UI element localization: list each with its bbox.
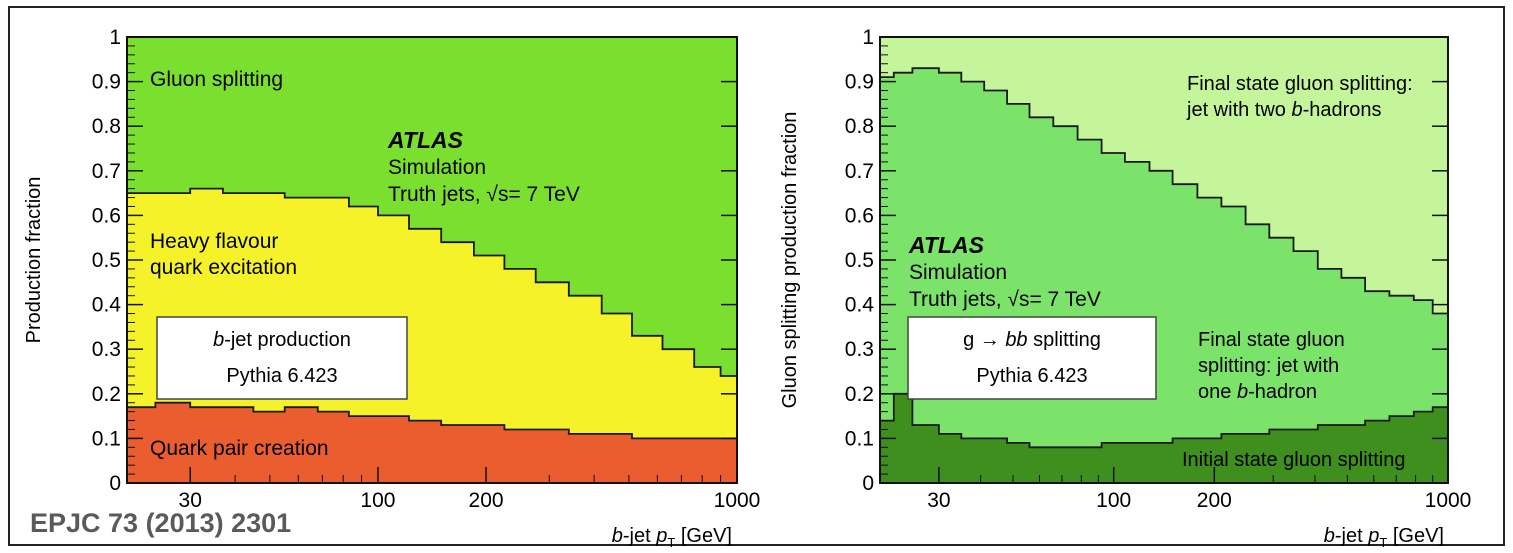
left-y-tick-label: 0.4 <box>92 294 122 317</box>
right-box-line-1: g → bb splitting <box>963 329 1101 351</box>
left-x-tick-label: 200 <box>469 489 504 512</box>
label-two-b-hadrons-2: jet with two b-hadrons <box>1186 99 1382 121</box>
left-info-box <box>156 316 408 400</box>
right-energy: = 7 TeV <box>1029 288 1100 311</box>
left-simulation-label: Simulation <box>388 156 486 179</box>
left-region-quark-pair-creation <box>127 402 737 483</box>
right-region-final-state-gluon-splitting-jet-with-two-b-hadrons <box>880 37 1448 314</box>
right-box-line-2: Pythia 6.423 <box>976 365 1087 387</box>
right-y-tick-label: 0.1 <box>845 427 874 450</box>
left-atlas-label: ATLAS <box>387 127 464 153</box>
left-y-tick-label: 0.9 <box>92 71 121 94</box>
right-y-tick-label: 0.2 <box>845 383 874 406</box>
right-xlabel-unit: [GeV] <box>1387 525 1444 547</box>
left-box-line-1: b-jet production <box>213 329 351 351</box>
left-y-tick-label: 0 <box>109 472 121 495</box>
right-x-tick-label: 200 <box>1197 489 1232 512</box>
right-boundary-line <box>880 392 1448 449</box>
left-y-tick-label: 0.1 <box>92 427 121 450</box>
left-box-line-2: Pythia 6.423 <box>226 365 337 387</box>
left-boundary-line <box>127 401 737 440</box>
left-box-b: b <box>213 329 224 351</box>
right-x-tick-label: 1000 <box>1425 489 1472 512</box>
right-boundary-line <box>880 67 1448 315</box>
right-y-tick-label: 0 <box>862 472 874 495</box>
left-box-rest: -jet production <box>224 329 351 351</box>
right-xlabel-var: p <box>1367 525 1379 547</box>
right-sqrt-s: √s <box>1007 288 1029 311</box>
right-xlabel-sub: T <box>1379 535 1387 548</box>
label-one-b-hadron-3: one b-hadron <box>1198 381 1317 403</box>
citation-label: EPJC 73 (2013) 2301 <box>30 508 292 538</box>
left-x-tick-label: 30 <box>179 489 202 512</box>
right-axis-ticks: 0 0.1 0.2 0.3 0.4 0.5 0.6 0.7 0.8 0.9 1 30 100 200 100… <box>845 26 1472 512</box>
two-b-b: b <box>1291 99 1302 121</box>
right-xlabel-b: b <box>1324 525 1335 547</box>
label-quark-pair-creation: Quark pair creation <box>150 437 329 460</box>
right-y-tick-label: 0.9 <box>845 71 874 94</box>
right-truth-prefix: Truth jets, <box>909 288 1007 311</box>
right-box-bb: bb <box>1005 329 1027 351</box>
left-y-tick-label: 0.8 <box>92 115 121 138</box>
one-b-post: -hadron <box>1248 381 1317 403</box>
left-region-gluon-splitting <box>127 37 737 376</box>
left-y-tick-label: 0.7 <box>92 160 121 183</box>
left-truth-jets-label: Truth jets, √s= 7 TeV <box>388 183 580 206</box>
left-y-tick-label: 1 <box>109 26 121 49</box>
right-xlabel-main: -jet <box>1335 525 1368 547</box>
label-heavy-flavour-1: Heavy flavour <box>150 230 278 253</box>
left-ylabel: Production fraction <box>23 177 45 344</box>
left-axis-ticks: 0 0.1 0.2 0.3 0.4 0.5 0.6 0.7 0.8 0.9 1 30 100 200 100… <box>92 26 761 512</box>
left-energy: = 7 TeV <box>508 183 579 206</box>
right-y-tick-label: 0.3 <box>845 338 874 361</box>
right-ylabel: Gluon splitting production fraction <box>779 112 801 409</box>
right-y-tick-label: 0.6 <box>845 204 874 227</box>
label-gluon-splitting: Gluon splitting <box>150 68 283 91</box>
two-b-pre: jet with two <box>1186 99 1291 121</box>
right-atlas-label: ATLAS <box>908 232 985 258</box>
right-region-initial-state-gluon-splitting <box>880 393 1448 483</box>
right-y-tick-label: 1 <box>862 26 874 49</box>
left-x-tick-label: 100 <box>360 489 395 512</box>
right-box-post: splitting <box>1028 329 1101 351</box>
left-xlabel-var: p <box>655 525 667 547</box>
left-y-tick-label: 0.3 <box>92 338 121 361</box>
one-b-b: b <box>1237 381 1248 403</box>
left-x-tick-label: 1000 <box>714 489 761 512</box>
left-y-tick-label: 0.5 <box>92 249 121 272</box>
right-box-pre: g → <box>963 329 1005 351</box>
two-b-post: -hadrons <box>1303 99 1382 121</box>
left-sqrt-s: √s <box>486 183 508 206</box>
figure-frame: 0 0.1 0.2 0.3 0.4 0.5 0.6 0.7 0.8 0.9 1 30 100 200 100… <box>8 6 1505 550</box>
right-truth-jets-label: Truth jets, √s= 7 TeV <box>909 288 1101 311</box>
label-one-b-hadron-2: splitting: jet with <box>1198 355 1339 377</box>
right-info-box <box>907 316 1157 400</box>
left-xlabel: b-jet pT [GeV] <box>612 525 732 548</box>
label-heavy-flavour-2: quark excitation <box>150 256 297 279</box>
right-y-tick-label: 0.7 <box>845 160 874 183</box>
left-xlabel-b: b <box>612 525 623 547</box>
left-truth-prefix: Truth jets, <box>388 183 486 206</box>
right-y-tick-label: 0.4 <box>845 294 875 317</box>
label-one-b-hadron-1: Final state gluon <box>1198 329 1345 351</box>
left-y-tick-label: 0.2 <box>92 383 121 406</box>
right-simulation-label: Simulation <box>909 261 1007 284</box>
left-y-tick-label: 0.6 <box>92 204 121 227</box>
label-initial-state: Initial state gluon splitting <box>1182 449 1405 471</box>
right-x-tick-label: 100 <box>1096 489 1131 512</box>
left-xlabel-unit: [GeV] <box>675 525 732 547</box>
left-xlabel-main: -jet <box>623 525 656 547</box>
one-b-pre: one <box>1198 381 1237 403</box>
right-y-tick-label: 0.5 <box>845 249 874 272</box>
left-xlabel-sub: T <box>667 535 675 548</box>
right-x-tick-label: 30 <box>927 489 950 512</box>
right-xlabel: b-jet pT [GeV] <box>1324 525 1444 548</box>
right-y-tick-label: 0.8 <box>845 115 874 138</box>
left-boundary-line <box>127 187 737 377</box>
label-two-b-hadrons-1: Final state gluon splitting: <box>1187 73 1413 95</box>
